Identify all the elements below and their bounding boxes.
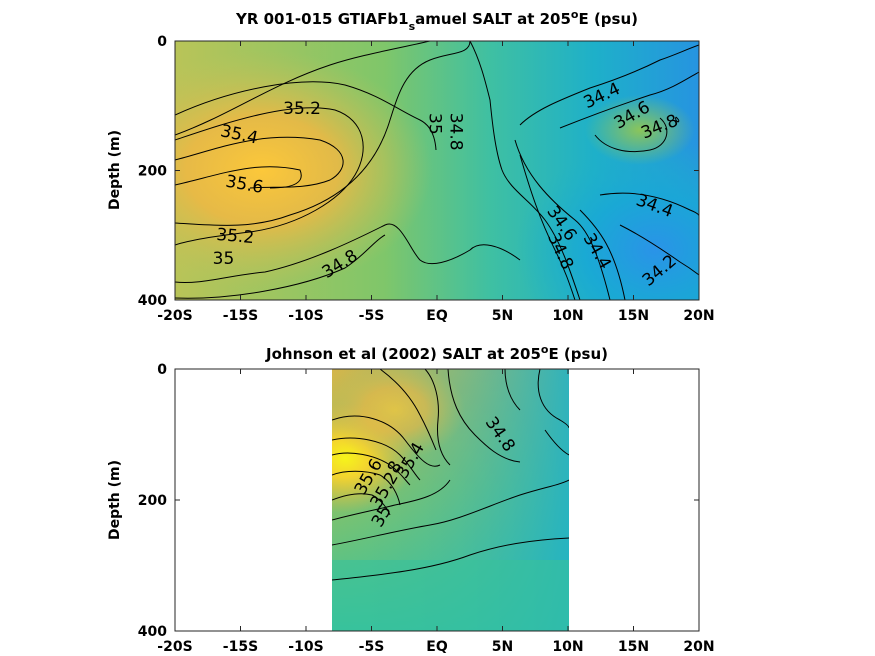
panel-top: YR 001-015 GTIAFb1samuel SALT at 205oE (… xyxy=(107,8,715,324)
panel-bottom: Johnson et al (2002) SALT at 205oE (psu) xyxy=(107,343,715,655)
x-axis-ticks: -20S -15S -10S -5S EQ 5N 10N 15N 20N xyxy=(157,369,715,655)
x-tick-label: 5N xyxy=(492,308,513,324)
x-tick-label: 10N xyxy=(552,639,583,655)
y-tick-label: 0 xyxy=(157,34,167,50)
y-axis-label: Depth (m) xyxy=(107,130,123,210)
y-tick-label: 400 xyxy=(138,293,167,309)
x-tick-label: -10S xyxy=(288,308,323,324)
title-superscript: o xyxy=(541,343,549,356)
x-tick-label: -5S xyxy=(359,308,385,324)
x-tick-label: EQ xyxy=(426,308,448,324)
x-tick-label: -5S xyxy=(359,639,385,655)
x-tick-label: -20S xyxy=(157,639,192,655)
y-tick-label: 400 xyxy=(138,624,167,640)
contour-label: 34.8 xyxy=(445,113,465,151)
x-tick-label: 15N xyxy=(618,308,649,324)
x-tick-label: -20S xyxy=(157,308,192,324)
y-tick-label: 200 xyxy=(138,164,167,180)
x-tick-label: 20N xyxy=(683,639,714,655)
title-subscript: s xyxy=(409,20,416,33)
y-axis-label: Depth (m) xyxy=(107,460,123,540)
y-tick-label: 0 xyxy=(157,362,167,378)
y-axis-ticks: 0 200 400 xyxy=(138,362,699,640)
title-text: E (psu) xyxy=(548,345,608,363)
title-text: Johnson et al (2002) SALT at 205 xyxy=(265,345,541,363)
contour-label: 35 xyxy=(213,249,235,269)
x-tick-label: 15N xyxy=(618,639,649,655)
panel-title: Johnson et al (2002) SALT at 205oE (psu) xyxy=(265,343,608,363)
contour-lines xyxy=(175,41,699,300)
x-tick-label: EQ xyxy=(426,639,448,655)
x-tick-label: -10S xyxy=(288,639,323,655)
title-text: YR 001-015 GTIAFb1 xyxy=(235,10,409,28)
title-text: E (psu) xyxy=(578,10,638,28)
x-tick-label: -15S xyxy=(223,308,258,324)
y-tick-label: 200 xyxy=(138,493,167,509)
contour-label: 35.2 xyxy=(216,225,255,248)
title-text: amuel SALT at 205 xyxy=(415,10,571,28)
salinity-field xyxy=(332,369,569,631)
x-tick-label: 10N xyxy=(552,308,583,324)
salinity-field xyxy=(175,41,699,300)
y-axis-ticks: 0 200 400 xyxy=(138,34,699,309)
x-axis-ticks: -20S -15S -10S -5S EQ 5N 10N 15N 20N xyxy=(157,41,715,324)
x-tick-label: 5N xyxy=(492,639,513,655)
title-superscript: o xyxy=(571,8,579,21)
x-tick-label: -15S xyxy=(223,639,258,655)
contour-lines xyxy=(332,369,569,581)
panel-title: YR 001-015 GTIAFb1samuel SALT at 205oE (… xyxy=(235,8,638,33)
contour-label: 35.2 xyxy=(283,99,321,119)
contour-label: 35 xyxy=(424,113,444,135)
x-tick-label: 20N xyxy=(683,308,714,324)
